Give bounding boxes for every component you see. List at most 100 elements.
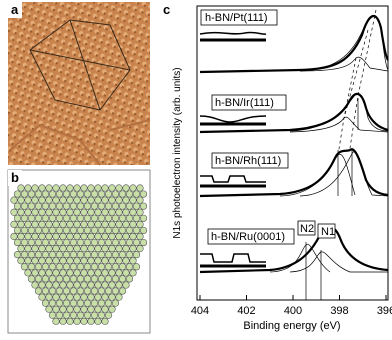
atom	[80, 293, 88, 301]
atom	[48, 238, 57, 247]
atom	[108, 245, 116, 253]
atom	[48, 214, 57, 222]
atom	[38, 232, 46, 241]
atom	[38, 220, 46, 228]
atom	[34, 238, 43, 247]
atom	[52, 257, 60, 265]
atom	[136, 184, 144, 192]
atom	[90, 299, 99, 307]
atom	[122, 245, 130, 253]
atom	[73, 293, 81, 301]
atom	[45, 208, 53, 216]
stm-image: a	[8, 2, 151, 166]
atom	[34, 214, 43, 222]
atom	[48, 263, 57, 271]
atom	[111, 287, 120, 295]
atom	[125, 226, 134, 235]
atom	[55, 311, 64, 319]
atom	[55, 287, 64, 295]
atom	[83, 202, 92, 210]
atom	[90, 214, 99, 222]
atom	[55, 251, 64, 259]
atom	[80, 220, 88, 228]
atom	[132, 214, 141, 222]
atom	[31, 257, 39, 265]
atom	[41, 299, 50, 307]
atom	[94, 245, 102, 253]
atom	[104, 299, 113, 307]
sample-label: h-BN/Pt(111)	[205, 12, 268, 24]
atom	[118, 226, 127, 235]
atom	[62, 275, 71, 283]
x-tick-label: 400	[284, 305, 302, 317]
atom	[132, 226, 141, 235]
atom	[136, 196, 144, 204]
atom	[136, 245, 144, 253]
atom	[122, 220, 130, 228]
atom	[31, 269, 39, 277]
atom	[48, 190, 57, 198]
atom	[90, 226, 99, 235]
atom	[66, 281, 74, 289]
atom	[59, 305, 67, 313]
atom	[115, 269, 123, 277]
atom	[111, 202, 120, 210]
atom	[27, 238, 36, 247]
atom	[122, 281, 130, 289]
atom	[132, 263, 141, 271]
atom	[83, 214, 92, 222]
atom	[27, 190, 36, 198]
atom	[66, 208, 74, 216]
atom	[69, 238, 78, 247]
atom	[13, 202, 22, 210]
atom	[59, 184, 67, 192]
atom	[52, 196, 60, 204]
atom	[90, 287, 99, 295]
atom	[62, 299, 71, 307]
atom	[111, 238, 120, 247]
atom	[83, 299, 92, 307]
atom	[90, 311, 99, 319]
atom	[66, 317, 74, 325]
atom	[48, 226, 57, 235]
atom	[52, 317, 60, 325]
atom	[48, 287, 57, 295]
atom	[52, 184, 60, 192]
atom	[38, 293, 46, 301]
atom	[62, 238, 71, 247]
atom	[136, 232, 144, 241]
atom	[45, 305, 53, 313]
atom	[45, 257, 53, 265]
atom	[17, 220, 25, 228]
atom	[118, 202, 127, 210]
atom	[87, 184, 95, 192]
atom	[125, 214, 134, 222]
atom	[118, 190, 127, 198]
atom	[118, 251, 127, 259]
atom	[90, 263, 99, 271]
atom	[24, 245, 32, 253]
atom	[55, 275, 64, 283]
atom	[31, 184, 39, 192]
atom	[55, 238, 64, 247]
atom	[24, 208, 32, 216]
atom	[108, 281, 116, 289]
atom	[122, 257, 130, 265]
x-tick-label: 398	[330, 305, 348, 317]
atom	[27, 214, 36, 222]
atom	[20, 238, 29, 247]
atom	[73, 269, 81, 277]
atom	[31, 208, 39, 216]
atom	[34, 287, 43, 295]
atom	[31, 232, 39, 241]
atom	[122, 269, 130, 277]
atom	[31, 220, 39, 228]
sample-label: h-BN/Ir(111)	[215, 97, 274, 109]
atom	[48, 299, 57, 307]
atom	[97, 251, 106, 259]
atom	[108, 257, 116, 265]
atom	[80, 257, 88, 265]
peak-label: N2	[300, 223, 314, 235]
atom	[34, 190, 43, 198]
atom	[90, 251, 99, 259]
